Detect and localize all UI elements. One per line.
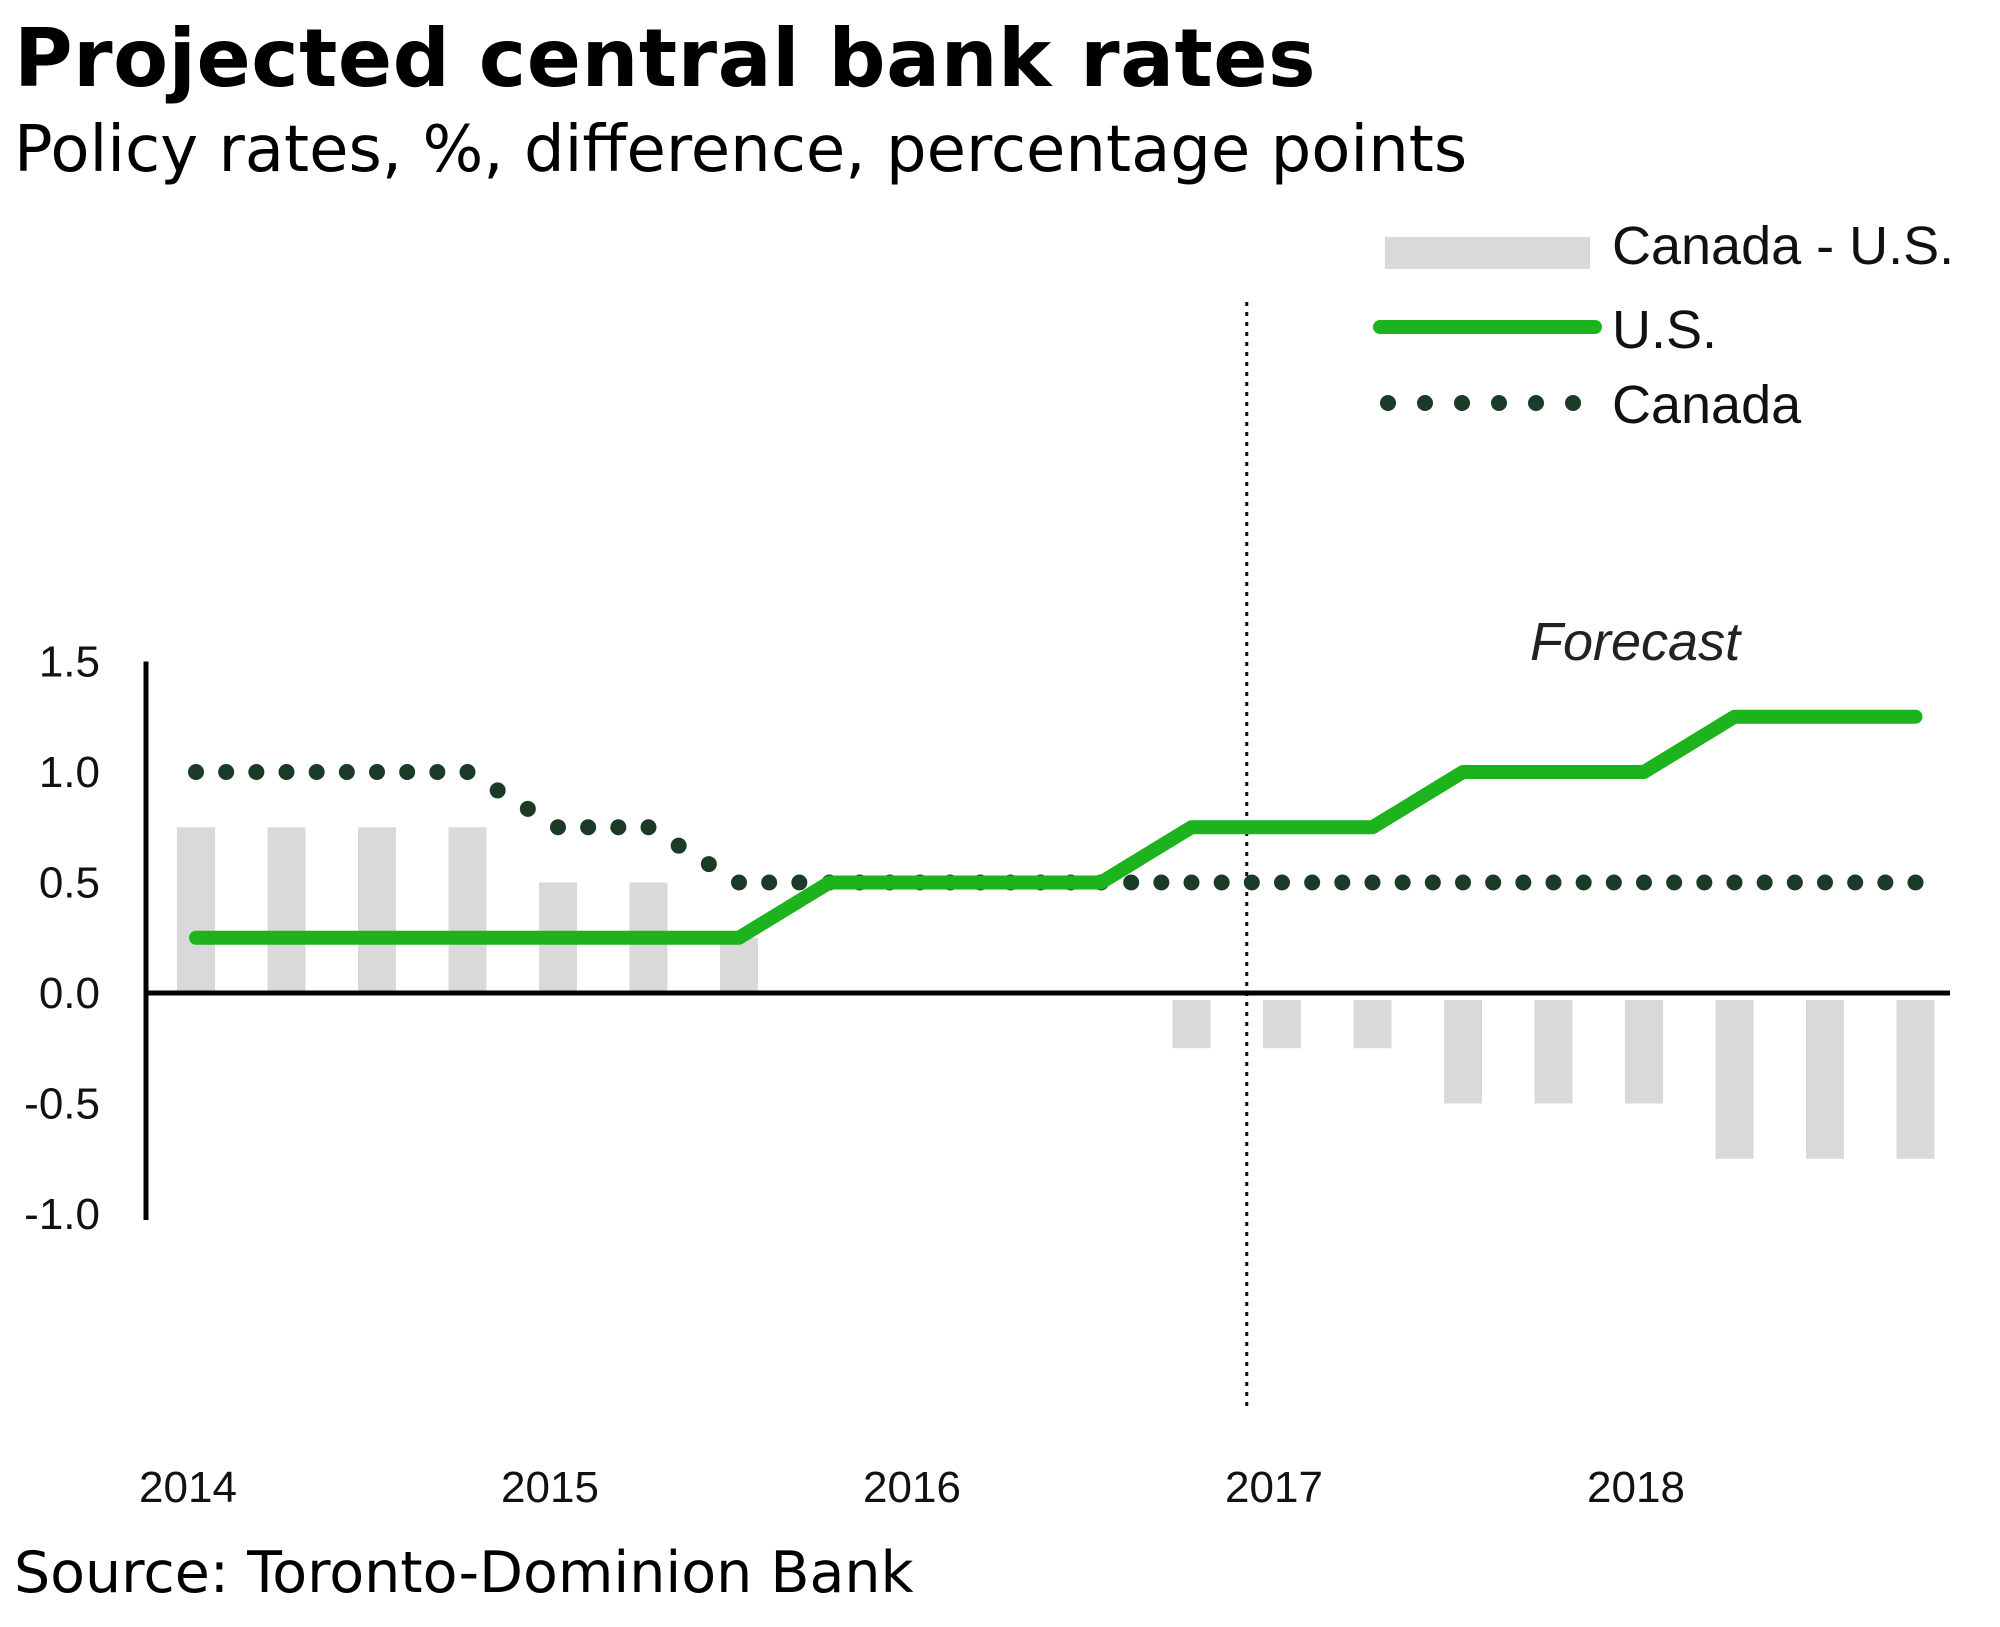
diff-bars — [177, 827, 1935, 1159]
chart-subtitle: Policy rates, %, difference, percentage … — [14, 113, 1468, 187]
diff-bar — [1353, 1000, 1392, 1049]
canada-point — [1696, 874, 1713, 891]
diff-bar — [1172, 1000, 1211, 1049]
canada-point — [761, 874, 778, 891]
legend-label-canada-us: Canada - U.S. — [1612, 216, 1954, 276]
diff-bar — [1534, 1000, 1573, 1104]
source-note: Source: Toronto-Dominion Bank — [14, 1540, 914, 1606]
diff-bar — [267, 827, 306, 993]
y-tick-label: -0.5 — [24, 1080, 100, 1129]
canada-point — [1877, 874, 1894, 891]
canada-point — [1605, 874, 1622, 891]
legend-swatch-canada-us — [1385, 237, 1590, 269]
legend-dot — [1380, 395, 1396, 411]
canada-point — [399, 764, 416, 780]
canada-point — [700, 856, 717, 873]
canada-point — [1515, 874, 1532, 891]
canada-point — [1636, 874, 1652, 891]
diff-bar — [1896, 1000, 1935, 1159]
canada-point — [459, 764, 476, 780]
canada-point — [278, 764, 295, 780]
canada-point — [1243, 874, 1260, 891]
diff-bar — [358, 827, 396, 993]
y-tick-label: -1.0 — [24, 1190, 100, 1239]
canada-point — [1213, 874, 1230, 891]
canada-point — [1304, 874, 1321, 891]
canada-point — [1756, 874, 1773, 891]
canada-point — [519, 800, 536, 817]
canada-point — [1274, 874, 1290, 891]
forecast-annotation: Forecast — [1530, 612, 1742, 672]
diff-bar — [1263, 1000, 1301, 1049]
x-tick-labels: 2014 2015 2016 2017 2018 — [139, 1463, 1685, 1512]
legend-swatch-canada — [1380, 395, 1581, 411]
legend-dot — [1417, 395, 1433, 411]
diff-bar — [1806, 1000, 1844, 1159]
x-tick-label: 2018 — [1587, 1463, 1685, 1512]
canada-point — [1123, 874, 1140, 891]
y-tick-label: 1.5 — [39, 638, 100, 687]
diff-bar — [177, 827, 215, 993]
canada-point — [1726, 874, 1743, 891]
canada-point — [1364, 874, 1381, 891]
canada-point — [1907, 874, 1924, 891]
canada-point — [308, 764, 325, 780]
canada-point — [1394, 874, 1411, 891]
diff-bar — [720, 937, 758, 993]
x-tick-label: 2017 — [1225, 1463, 1323, 1512]
legend-dot — [1454, 395, 1470, 411]
canada-point — [1786, 874, 1803, 891]
canada-point — [1455, 874, 1471, 891]
legend-dot — [1528, 395, 1544, 411]
diff-bar — [448, 827, 487, 993]
chart-title: Projected central bank rates — [14, 12, 1317, 105]
canada-point — [1334, 874, 1351, 891]
canada-point — [429, 764, 446, 780]
canada-point — [1485, 874, 1502, 891]
canada-point — [1666, 874, 1683, 891]
x-tick-label: 2014 — [139, 1463, 237, 1512]
legend-dot — [1565, 395, 1581, 411]
canada-point — [610, 819, 627, 836]
canada-point — [1847, 874, 1864, 891]
canada-point — [369, 764, 385, 780]
diff-bar — [1444, 1000, 1482, 1104]
y-tick-label: 1.0 — [39, 748, 100, 797]
canada-point — [580, 819, 597, 836]
canada-point — [1575, 874, 1592, 891]
y-tick-label: 0.5 — [39, 859, 100, 908]
us-series — [189, 709, 1923, 945]
legend-label-canada: Canada — [1612, 375, 1802, 435]
canada-point — [791, 874, 808, 891]
canada-point — [248, 764, 265, 780]
canada-point — [338, 764, 355, 780]
axes — [143, 661, 1950, 1220]
canada-point — [670, 837, 687, 854]
legend-dot — [1491, 395, 1507, 411]
canada-point — [1183, 874, 1200, 891]
x-tick-label: 2016 — [863, 1463, 961, 1512]
canada-point — [550, 819, 566, 836]
canada-point — [188, 764, 204, 780]
canada-point — [489, 782, 506, 799]
canada-point — [640, 819, 657, 836]
canada-point — [1153, 874, 1170, 891]
canada-series — [188, 764, 1924, 891]
diff-bar — [1625, 1000, 1663, 1104]
us-line — [189, 709, 1923, 945]
x-tick-label: 2015 — [501, 1463, 599, 1512]
diff-bar — [1715, 1000, 1754, 1159]
canada-point — [1545, 874, 1562, 891]
y-tick-label: 0.0 — [39, 969, 100, 1018]
canada-point — [731, 874, 747, 891]
canada-point — [1424, 874, 1441, 891]
y-tick-labels: 1.5 1.0 0.5 0.0 -0.5 -1.0 — [24, 638, 100, 1240]
legend: Canada - U.S. U.S. Canada — [1373, 216, 1954, 435]
canada-point — [1817, 874, 1833, 891]
legend-label-us: U.S. — [1612, 300, 1717, 360]
canada-point — [218, 764, 235, 780]
